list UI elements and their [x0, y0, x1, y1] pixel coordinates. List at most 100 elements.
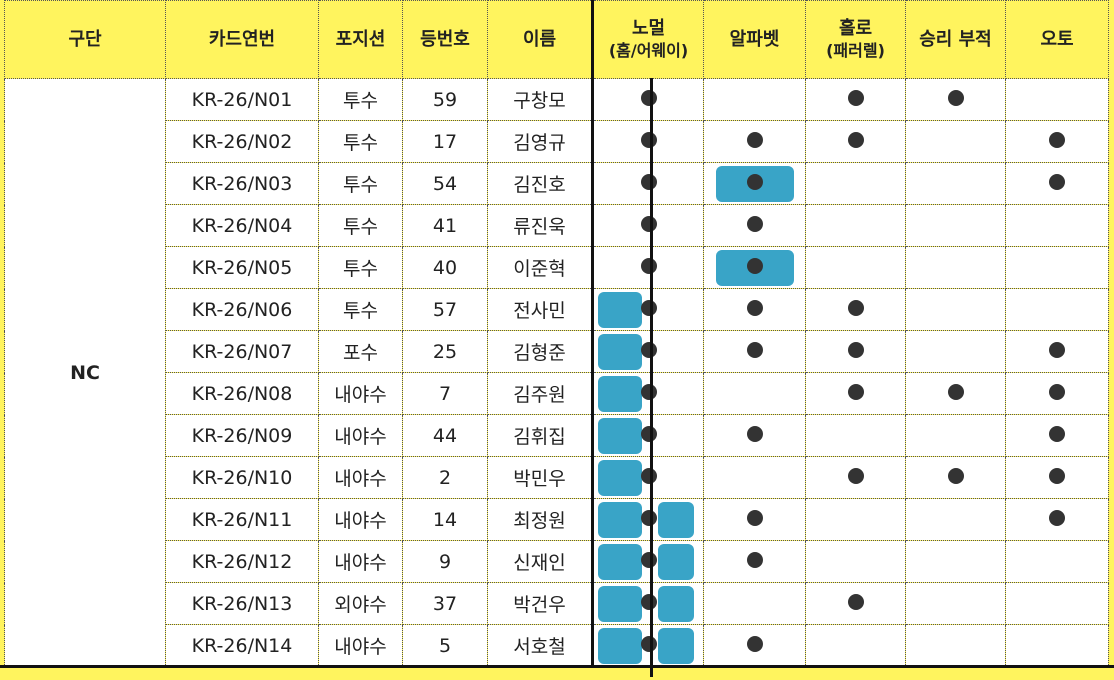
- position-cell: 내야수: [318, 372, 403, 415]
- dot-mark: [640, 425, 657, 442]
- version-cell: [592, 288, 704, 331]
- version-cell: [905, 456, 1006, 499]
- version-cell: [1005, 624, 1109, 667]
- name-cell: 박민우: [487, 456, 594, 499]
- version-cell: [592, 204, 704, 247]
- dot-mark: [746, 257, 763, 274]
- version-cell: [1005, 498, 1109, 541]
- version-cell: [592, 498, 704, 541]
- marker-highlight: [598, 628, 642, 664]
- version-cell: [592, 120, 704, 163]
- version-cell: [592, 624, 704, 667]
- version-cell: [1005, 288, 1109, 331]
- position-cell: 투수: [318, 162, 403, 205]
- table-row: KR-26/N02 투수 17 김영규: [5, 120, 1109, 163]
- version-cell: [1005, 162, 1109, 205]
- column-header: 승리 부적: [905, 0, 1006, 79]
- dot-mark: [947, 467, 964, 484]
- position-cell: 내야수: [318, 456, 403, 499]
- number-cell: 59: [402, 78, 488, 121]
- number-cell: 54: [402, 162, 488, 205]
- dot-mark: [847, 341, 864, 358]
- dot-mark: [640, 509, 657, 526]
- version-cell: [1005, 540, 1109, 583]
- name-cell: 신재인: [487, 540, 594, 583]
- card-cell: KR-26/N02: [165, 120, 319, 163]
- version-cell: [805, 246, 906, 289]
- version-cell: [905, 540, 1006, 583]
- name-cell: 최정원: [487, 498, 594, 541]
- version-cell: [592, 246, 704, 289]
- dot-mark: [947, 89, 964, 106]
- marker-highlight: [598, 334, 642, 370]
- name-cell: 김영규: [487, 120, 594, 163]
- name-cell: 김형준: [487, 330, 594, 373]
- dot-mark: [640, 215, 657, 232]
- position-cell: 투수: [318, 204, 403, 247]
- column-header: 알파벳: [703, 0, 806, 79]
- group-cell: NC: [4, 78, 166, 667]
- version-cell: [1005, 120, 1109, 163]
- version-cell: [703, 498, 806, 541]
- table-row: KR-26/N05 투수 40 이준혁: [5, 246, 1109, 289]
- position-cell: 내야수: [318, 414, 403, 457]
- version-cell: [905, 246, 1006, 289]
- card-cell: KR-26/N05: [165, 246, 319, 289]
- header-text: 카드연번: [208, 28, 276, 50]
- version-cell: [905, 78, 1006, 121]
- position-cell: 내야수: [318, 540, 403, 583]
- dot-mark: [640, 551, 657, 568]
- table-row: KR-26/N04 투수 41 류진욱: [5, 204, 1109, 247]
- dot-mark: [746, 509, 763, 526]
- dot-mark: [640, 173, 657, 190]
- dot-mark: [947, 383, 964, 400]
- version-cell: [1005, 78, 1109, 121]
- position-cell: 포수: [318, 330, 403, 373]
- number-cell: 17: [402, 120, 488, 163]
- dot-mark: [640, 593, 657, 610]
- table-row: KR-26/N06 투수 57 전사민: [5, 288, 1109, 331]
- dot-mark: [640, 341, 657, 358]
- version-cell: [905, 582, 1006, 625]
- dot-mark: [1049, 509, 1065, 526]
- dot-mark: [746, 215, 763, 232]
- dot-mark: [847, 131, 864, 148]
- table-row: KR-26/N13 외야수 37 박건우: [5, 582, 1109, 625]
- header-sub: (패러렐): [826, 40, 885, 60]
- card-cell: KR-26/N14: [165, 624, 319, 667]
- dot-mark: [640, 299, 657, 316]
- marker-highlight: [598, 376, 642, 412]
- version-cell: [905, 120, 1006, 163]
- version-cell: [805, 288, 906, 331]
- table-row: KR-26/N14 내야수 5 서호철: [5, 624, 1109, 667]
- name-cell: 박건우: [487, 582, 594, 625]
- table-row: KR-26/N09 내야수 44 김휘집: [5, 414, 1109, 457]
- dot-mark: [640, 635, 657, 652]
- position-cell: 내야수: [318, 498, 403, 541]
- version-cell: [905, 498, 1006, 541]
- dot-mark: [746, 341, 763, 358]
- header-text: 포지션: [335, 28, 386, 50]
- version-cell: [703, 288, 806, 331]
- header-sub: (홈/어웨이): [608, 40, 689, 60]
- version-cell: [805, 78, 906, 121]
- version-cell: [805, 204, 906, 247]
- number-cell: 44: [402, 414, 488, 457]
- card-cell: KR-26/N11: [165, 498, 319, 541]
- version-cell: [805, 582, 906, 625]
- marker-highlight: [658, 586, 694, 622]
- name-cell: 이준혁: [487, 246, 594, 289]
- dot-mark: [847, 467, 864, 484]
- version-cell: [1005, 372, 1109, 415]
- number-cell: 41: [402, 204, 488, 247]
- header-text: 노멀: [631, 17, 666, 39]
- header-text: 구단: [68, 28, 102, 50]
- version-cell: [703, 414, 806, 457]
- table-row: KR-26/N12 내야수 9 신재인: [5, 540, 1109, 583]
- marker-highlight: [598, 544, 642, 580]
- dot-mark: [1049, 341, 1065, 358]
- version-cell: [1005, 414, 1109, 457]
- version-cell: [905, 330, 1006, 373]
- version-cell: [703, 456, 806, 499]
- name-cell: 김진호: [487, 162, 594, 205]
